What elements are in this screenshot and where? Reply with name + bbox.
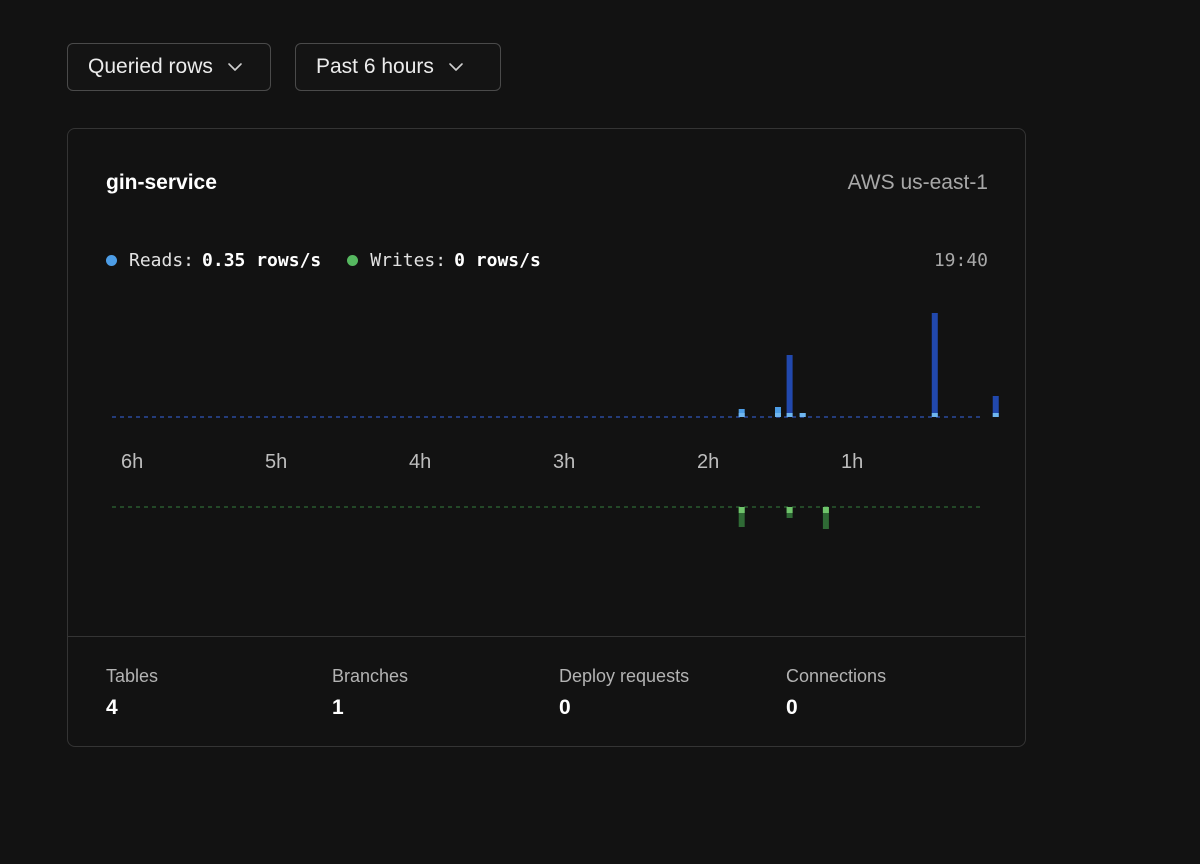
writes-bar-cap (786, 507, 793, 513)
stat-tables-label: Tables (106, 666, 159, 686)
x-tick-label: 6h (121, 451, 143, 473)
reads-bar-cap (799, 413, 806, 417)
reads-dot-icon (106, 255, 117, 266)
reads-bar-cap (738, 413, 745, 417)
stat-connections: Connections 0 (786, 666, 886, 720)
hover-time: 19:40 (933, 250, 988, 271)
x-tick-label: 2h (697, 451, 719, 473)
stat-deploy-requests-label: Deploy requests (559, 666, 690, 686)
chevron-down-icon (449, 63, 463, 71)
stat-deploy-requests-value: 0 (559, 696, 571, 719)
stat-connections-value: 0 (786, 696, 798, 719)
legend-writes-value: 0 rows/s (454, 250, 541, 271)
legend-writes-label: Writes: (370, 250, 447, 271)
reads-bar (992, 396, 999, 417)
stat-deploy-requests: Deploy requests 0 (559, 666, 689, 720)
legend-reads: Reads: 0.35 rows/s (106, 250, 321, 271)
reads-bar (774, 407, 781, 417)
legend-writes: Writes: 0 rows/s (347, 250, 541, 271)
x-tick-label: 5h (265, 451, 287, 473)
stat-branches-value: 1 (332, 696, 344, 719)
writes-bar (822, 507, 829, 529)
reads-bar (786, 355, 793, 417)
chart-legend: Reads: 0.35 rows/s Writes: 0 rows/s (106, 250, 541, 271)
stat-branches: Branches 1 (332, 666, 408, 720)
chevron-down-icon (228, 63, 242, 71)
x-tick-label: 3h (553, 451, 575, 473)
x-tick-label: 1h (841, 451, 863, 473)
stat-branches-label: Branches (332, 666, 409, 686)
database-region: AWS us-east-1 (847, 171, 988, 194)
time-range-dropdown[interactable]: Past 6 hours (295, 43, 501, 91)
writes-bar-cap (738, 507, 745, 513)
reads-bar-cap (931, 413, 938, 417)
legend-reads-label: Reads: (129, 250, 195, 271)
reads-bar-cap (992, 413, 999, 417)
time-range-dropdown-label: Past 6 hours (316, 55, 434, 78)
writes-bar-cap (822, 507, 829, 513)
stat-connections-label: Connections (786, 666, 887, 686)
legend-reads-value: 0.35 rows/s (202, 250, 322, 271)
reads-bar (931, 313, 938, 417)
stat-tables: Tables 4 (106, 666, 158, 720)
stat-tables-value: 4 (106, 696, 118, 719)
writes-bar (738, 507, 745, 527)
writes-dot-icon (347, 255, 359, 266)
metric-dropdown-label: Queried rows (88, 55, 213, 78)
metric-dropdown[interactable]: Queried rows (67, 43, 271, 91)
card-divider (68, 636, 1025, 637)
x-tick-label: 4h (409, 451, 431, 473)
database-name[interactable]: gin-service (106, 171, 217, 194)
database-card[interactable]: gin-service AWS us-east-1 Reads: 0.35 ro… (67, 128, 1026, 747)
reads-bar-cap (774, 413, 781, 417)
reads-bar-cap (786, 413, 793, 417)
queried-rows-chart[interactable]: 6h 5h 4h 3h 2h 1h (68, 129, 1025, 637)
